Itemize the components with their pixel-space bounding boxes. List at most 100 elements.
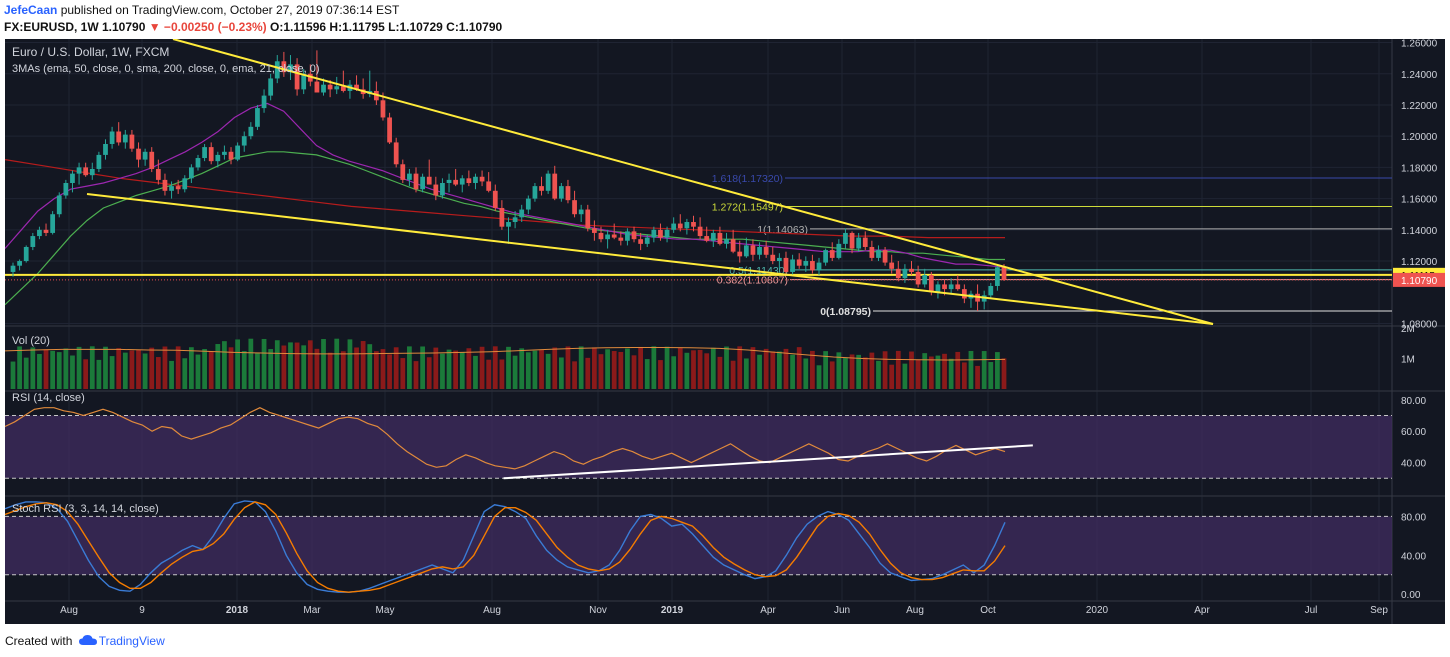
candle-body [605,234,610,240]
tradingview-brand[interactable]: TradingView [98,634,165,648]
candle-body [552,173,558,199]
candle-body [671,223,677,230]
candle-body [76,167,82,174]
volume-bar [889,364,895,389]
volume-bar [743,358,749,389]
candle-body [400,164,406,180]
candle-body [988,285,994,296]
upper-wedge-trendline [172,38,1214,325]
volume-bar [459,352,465,389]
candle-body [420,176,425,190]
volume-bar [968,350,974,389]
x-tick-label: Aug [906,605,924,616]
volume-bar [189,347,194,389]
candle-body [268,78,274,96]
stoch-tick-label: 40.00 [1401,551,1426,562]
volume-bar [684,352,690,389]
volume-bar [519,348,525,389]
volume-bar [625,348,630,389]
volume-bar [565,346,571,389]
volume-bar [347,339,353,389]
volume-bar [453,350,459,389]
volume-bar [697,349,703,389]
candle-body [572,200,577,215]
candle-body [43,229,49,233]
candle-body [129,134,135,149]
candle-body [189,167,194,179]
volume-bar [10,361,16,389]
candle-body [909,268,914,272]
rsi-label: RSI (14, close) [12,392,85,404]
volume-bar [235,339,241,389]
candle-body [479,176,485,182]
volume-bar [215,344,221,389]
candle-body [519,209,525,218]
candle-body [810,261,815,271]
candle-body [697,226,703,237]
volume-bar [955,351,961,389]
volume-bar [294,342,300,389]
volume-bar [195,354,201,389]
candle-body [155,168,161,180]
fib-level-label: 0(1.08795) [820,306,871,318]
volume-bar [651,346,657,389]
indicator-label: 3MAs (ema, 50, close, 0, sma, 200, close… [12,63,320,75]
volume-bar [909,351,914,389]
x-tick-label: Mar [303,605,321,616]
candle-body [96,154,102,169]
symbol-info: FX:EURUSD, 1W 1.10790 ▼ −0.00250 (−0.23%… [4,19,502,35]
chart-svg: 1.618(1.17320)1.272(1.15497)1(1.14063)0.… [4,38,1445,624]
candle-body [677,223,683,229]
candle-body [631,231,637,240]
candle-body [876,250,881,258]
volume-bar [578,346,584,389]
volume-bar [942,353,947,389]
candle-body [882,250,888,263]
volume-bar [274,340,280,389]
ohlc-values: O:1.11596 H:1.11795 L:1.10729 C:1.10790 [266,20,503,34]
author-link[interactable]: JefeCaan [4,3,58,17]
candle-body [486,181,492,191]
volume-bar [763,348,769,389]
rsi-trendline [503,444,1033,480]
volume-bar [76,346,82,389]
volume-bar [255,352,260,389]
fib-level-label: 1.272(1.15497) [712,201,783,213]
candle-body [195,158,201,168]
volume-bar [572,361,577,389]
volume-tick-label: 1M [1401,355,1415,366]
candle-body [849,232,855,249]
price-tick-label: 1.18000 [1401,163,1438,174]
volume-bar [321,339,326,389]
candle-body [558,186,564,199]
x-tick-label: Jun [834,605,850,616]
fib-level-label: 1.618(1.17320) [712,173,783,185]
volume-bar [506,346,511,389]
volume-tick-label: 2M [1401,324,1415,335]
candle-body [611,234,617,238]
candle-body [1001,267,1007,280]
candle-body [743,245,749,257]
candle-body [915,271,921,285]
candle-body [294,64,300,90]
volume-bar [829,361,835,389]
candle-body [512,217,518,223]
volume-bar [915,359,921,389]
chart-area[interactable]: 1.618(1.17320) 1.272(1.15497) 1(1.14063) 0.… [4,38,1445,624]
volume-bar [486,359,492,389]
volume-bar [50,350,56,389]
volume-bar [585,357,591,389]
volume-bar [479,346,485,389]
candle-body [274,61,280,79]
volume-bar [17,346,22,389]
candle-body [525,198,531,210]
volume-bar [155,357,161,389]
candle-body [710,232,716,241]
volume-bar [895,350,901,389]
candle-body [301,73,307,90]
candle-body [592,228,597,233]
candle-body [862,237,868,247]
x-tick-label: 2018 [226,605,249,616]
volume-bar [618,351,624,389]
volume-bar [162,346,168,389]
